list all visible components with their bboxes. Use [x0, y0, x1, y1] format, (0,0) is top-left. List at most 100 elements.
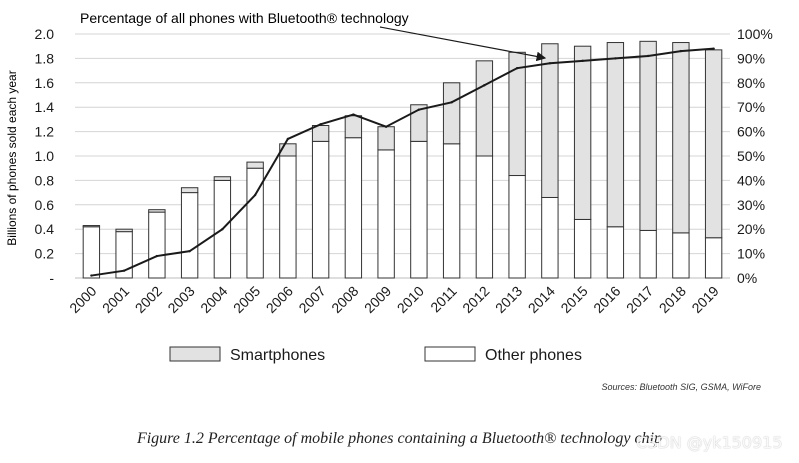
legend-label-other-phones: Other phones	[485, 347, 582, 364]
y-tick-label: 0.2	[35, 246, 55, 262]
bar-smartphones	[573, 45, 592, 220]
line-point	[581, 59, 584, 63]
line-point	[679, 49, 683, 53]
y-tick-label: 1.8	[35, 50, 55, 66]
y-tick-label: 1.4	[35, 99, 55, 115]
bar-other-phones	[180, 192, 199, 279]
bar-smartphones	[410, 104, 428, 142]
line-point	[286, 137, 290, 141]
y-tick-label: 0.6	[35, 197, 55, 213]
x-tick-label: 2006	[263, 283, 296, 316]
bar-other-phones	[377, 149, 395, 279]
line-point	[548, 62, 552, 65]
bar-smartphones	[148, 209, 166, 213]
bar-other-phones	[475, 155, 494, 279]
y2-tick-label: 60%	[737, 124, 765, 140]
x-axis: 2000 2001 2002 2003 2004 2005 2006 2007 2008 2009…	[66, 283, 722, 316]
y2-tick-label: 100%	[737, 26, 773, 42]
bar-smartphones	[344, 115, 363, 139]
y2-tick-label: 20%	[737, 221, 765, 237]
bars	[82, 40, 723, 279]
legend-label-smartphones: Smartphones	[230, 347, 325, 364]
x-tick-label: 2013	[492, 283, 525, 316]
bar-other-phones	[148, 211, 166, 279]
x-tick-label: 2015	[557, 283, 590, 316]
bar-smartphones	[541, 43, 559, 198]
bar-other-phones	[410, 140, 428, 279]
x-tick-label: 2008	[328, 283, 361, 316]
bar-other-phones	[279, 155, 297, 279]
bar-other-phones	[704, 237, 723, 279]
bar-smartphones	[377, 126, 395, 151]
x-tick-label: 2002	[132, 283, 165, 316]
line-point	[384, 125, 388, 128]
bar-other-phones	[639, 229, 657, 279]
y2-tick-label: 40%	[737, 172, 765, 188]
bar-other-phones	[508, 175, 526, 279]
stacked-bar-line-chart: - 0.2 0.4 0.6 0.8 1.0 1.2 1.4 1.6 1.8 2.0 0% 10% 20%…	[5, 10, 773, 364]
bar-other-phones	[573, 218, 592, 279]
bar-smartphones	[442, 82, 461, 145]
y2-tick-label: 70%	[737, 99, 765, 115]
y2-tick-label: 10%	[737, 246, 765, 262]
x-tick-label: 2007	[295, 283, 328, 316]
x-tick-label: 2017	[623, 283, 656, 316]
y-axis-label: Billions of phones sold each year	[5, 70, 19, 245]
y2-tick-label: 50%	[737, 148, 765, 164]
bar-other-phones	[82, 226, 101, 279]
x-tick-label: 2004	[197, 283, 230, 316]
y2-tick-label: 90%	[737, 50, 765, 66]
bar-smartphones	[639, 40, 657, 231]
left-axis: - 0.2 0.4 0.6 0.8 1.0 1.2 1.4 1.6 1.8 2.0	[35, 26, 55, 286]
line-point	[712, 47, 715, 50]
bar-smartphones	[115, 228, 133, 233]
bar-other-phones	[672, 232, 690, 279]
y-tick-label: 2.0	[35, 26, 55, 42]
figure-caption: Figure 1.2 Percentage of mobile phones c…	[136, 430, 663, 447]
bar-smartphones	[704, 49, 723, 239]
x-tick-label: 2001	[99, 283, 132, 316]
x-tick-label: 2014	[525, 283, 558, 316]
line-point	[352, 113, 355, 116]
x-tick-label: 2009	[361, 283, 394, 316]
line-point	[450, 101, 453, 104]
bar-other-phones	[541, 196, 559, 279]
gridlines	[75, 33, 730, 279]
line-point	[253, 193, 257, 197]
annotation-arrow	[379, 26, 547, 62]
bar-smartphones	[246, 161, 264, 169]
y2-tick-label: 30%	[737, 197, 765, 213]
bar-smartphones	[672, 42, 690, 234]
y-tick-label: -	[49, 270, 54, 286]
line-point	[90, 274, 93, 277]
legend: Smartphones Other phones	[169, 346, 582, 364]
y-tick-label: 1.2	[35, 124, 55, 140]
line-point	[122, 269, 126, 272]
y-tick-label: 1.0	[35, 148, 55, 164]
x-tick-label: 2016	[590, 283, 623, 316]
legend-swatch-smartphones	[169, 346, 221, 362]
watermark: CSDN @yk150915	[636, 433, 783, 452]
source-note: Sources: Bluetooth SIG, GSMA, WiFore	[601, 382, 761, 392]
line-point	[646, 54, 650, 58]
line-point	[155, 254, 159, 258]
bar-other-phones	[442, 143, 461, 279]
x-tick-label: 2000	[66, 283, 99, 316]
x-tick-label: 2011	[427, 283, 460, 316]
bluetooth-percentage-line	[91, 47, 714, 277]
line-point	[483, 84, 486, 87]
bar-smartphones	[213, 176, 232, 181]
line-point	[515, 66, 519, 70]
x-tick-label: 2010	[394, 283, 427, 316]
bar-smartphones	[180, 187, 199, 194]
line-point	[319, 123, 322, 126]
x-tick-label: 2012	[459, 283, 492, 316]
x-tick-label: 2018	[656, 283, 689, 316]
bar-smartphones	[311, 125, 330, 142]
bar-other-phones	[344, 137, 363, 279]
x-tick-label: 2003	[164, 283, 197, 316]
bar-other-phones	[311, 140, 330, 279]
x-tick-label: 2005	[230, 283, 263, 316]
line-point	[417, 108, 421, 111]
y-tick-label: 1.6	[35, 75, 55, 91]
